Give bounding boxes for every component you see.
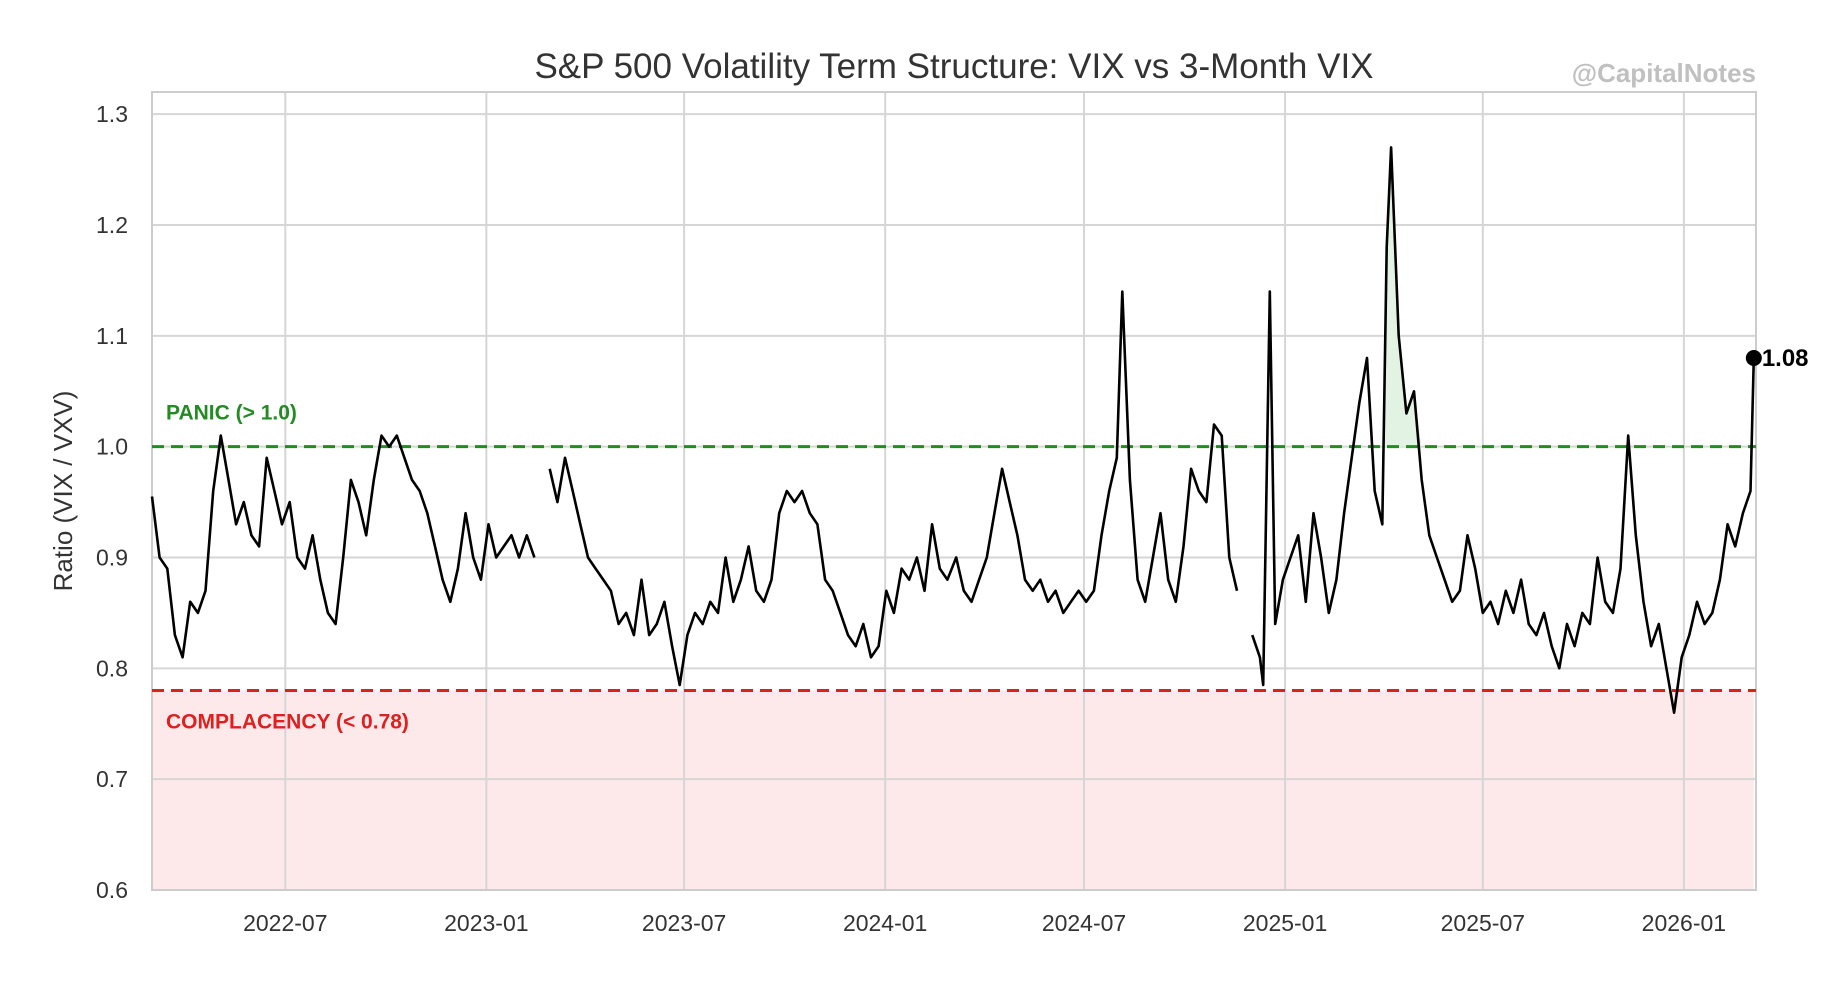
x-tick-label: 2022-07 xyxy=(243,910,327,936)
y-tick-label: 1.0 xyxy=(96,434,128,460)
y-axis-label: Ratio (VIX / VXV) xyxy=(48,391,78,592)
x-tick-label: 2023-07 xyxy=(642,910,726,936)
y-tick-label: 0.7 xyxy=(96,766,128,792)
x-tick-label: 2025-01 xyxy=(1243,910,1327,936)
y-axis-ticks: 0.6 0.7 0.8 0.9 1.0 1.1 1.2 1.3 xyxy=(96,101,128,903)
x-tick-label: 2023-01 xyxy=(444,910,528,936)
y-tick-label: 1.1 xyxy=(96,323,128,349)
x-tick-label: 2024-01 xyxy=(843,910,927,936)
complacency-label: COMPLACENCY (< 0.78) xyxy=(166,711,409,734)
plot-frame xyxy=(151,91,1757,891)
x-tick-label: 2024-07 xyxy=(1042,910,1126,936)
y-tick-label: 0.8 xyxy=(96,655,128,681)
complacency-zone xyxy=(152,690,1754,890)
y-tick-label: 0.6 xyxy=(96,877,128,903)
last-point-marker xyxy=(1745,350,1762,366)
watermark: @CapitalNotes xyxy=(1572,58,1756,88)
x-tick-label: 2026-01 xyxy=(1642,910,1726,936)
y-tick-label: 0.9 xyxy=(96,545,128,571)
x-tick-label: 2025-07 xyxy=(1441,910,1525,936)
panic-label: PANIC (> 1.0) xyxy=(166,402,297,425)
y-tick-label: 1.3 xyxy=(96,101,128,127)
panic-fill-area xyxy=(1374,147,1422,447)
series-line-vix-vxv xyxy=(150,146,1756,714)
x-axis-ticks: 2022-07 2023-01 2023-07 2024-01 2024-07 2025-… xyxy=(243,910,1726,936)
chart-title: S&P 500 Volatility Term Structure: VIX v… xyxy=(534,47,1373,86)
last-point-label: 1.08 xyxy=(1762,345,1809,372)
y-tick-label: 1.2 xyxy=(96,212,128,238)
